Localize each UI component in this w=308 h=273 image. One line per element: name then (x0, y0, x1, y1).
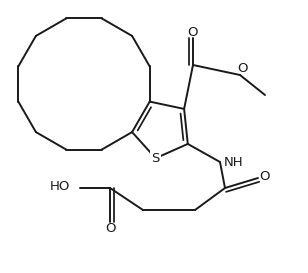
Text: O: O (259, 171, 269, 183)
Text: NH: NH (224, 156, 244, 170)
Text: O: O (105, 221, 115, 235)
Text: O: O (237, 61, 247, 75)
Text: S: S (152, 152, 160, 165)
Text: HO: HO (50, 180, 70, 194)
Text: O: O (188, 25, 198, 38)
